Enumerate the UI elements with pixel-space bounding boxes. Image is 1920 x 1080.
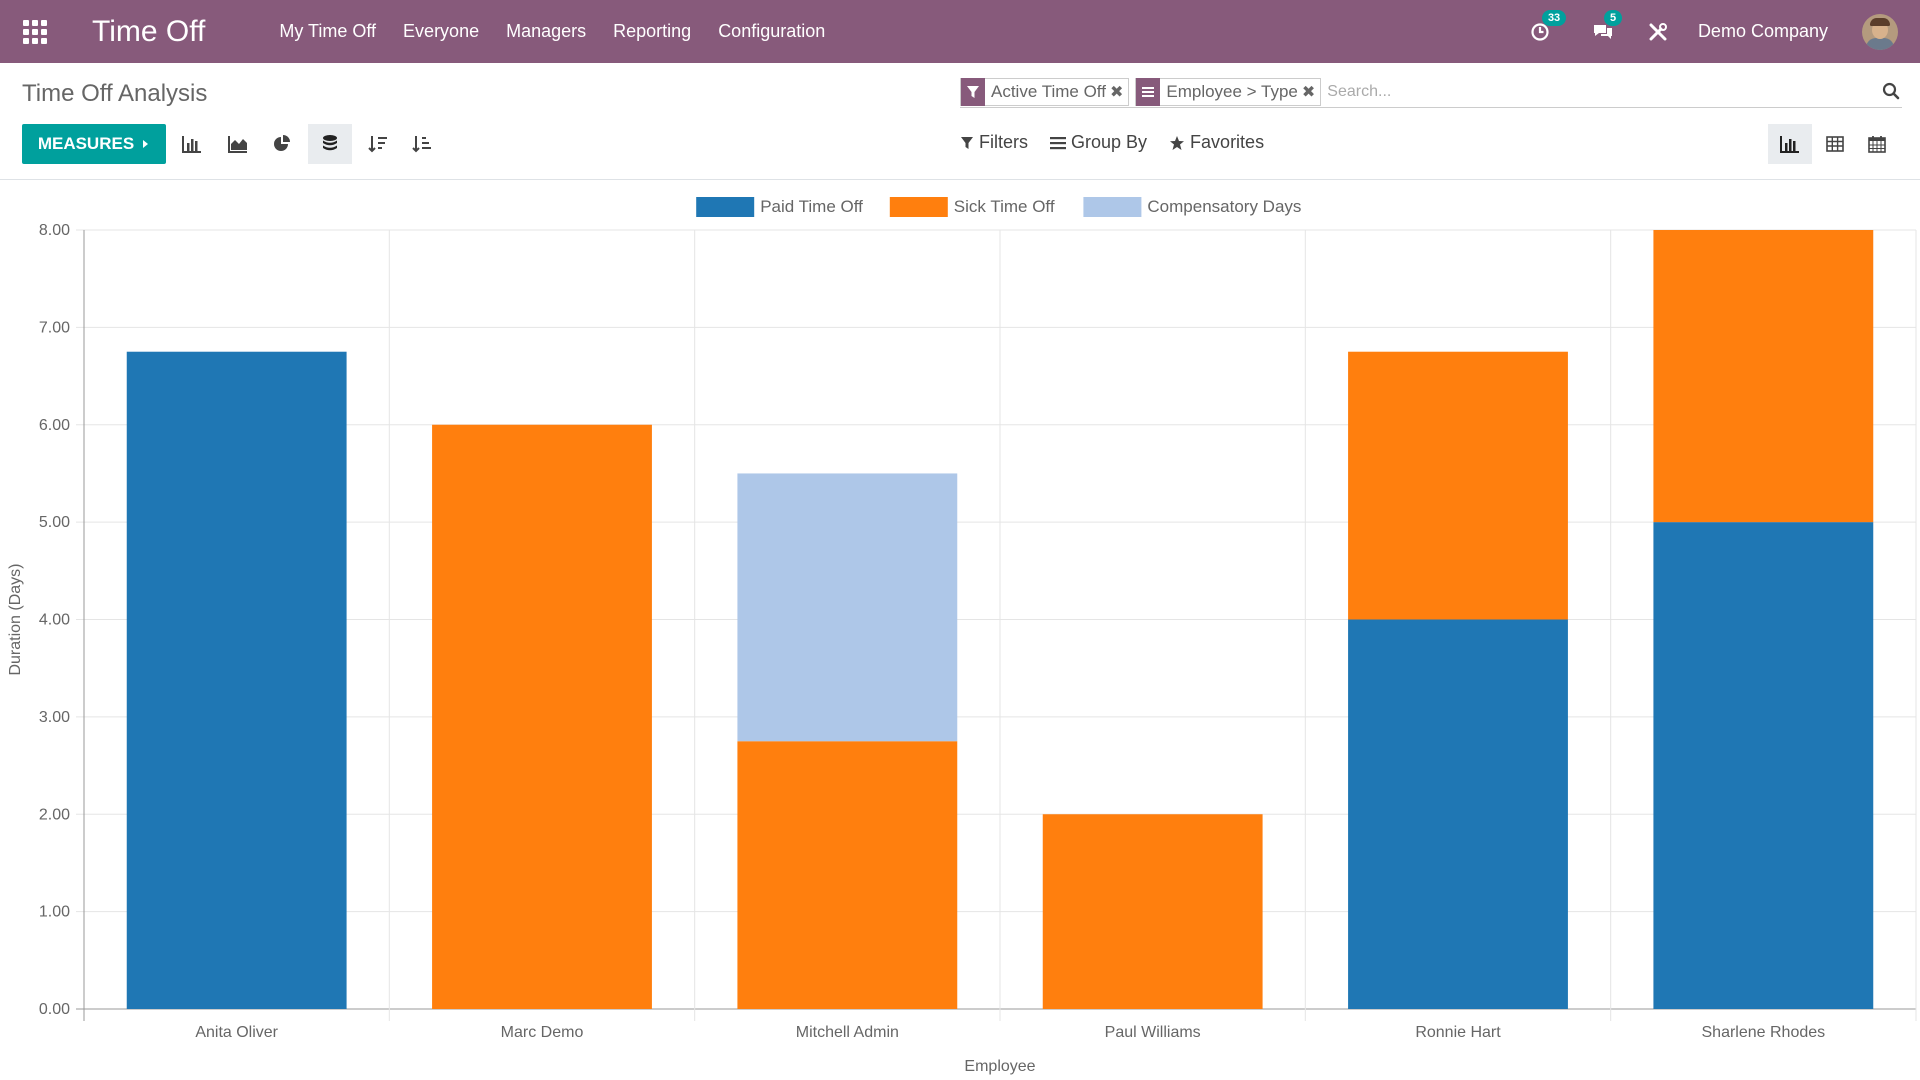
search-bar: Active Time Off ✖ Employee > Type ✖ [960, 76, 1902, 108]
legend-label[interactable]: Paid Time Off [760, 197, 863, 216]
activity-menu[interactable]: 33 [1530, 9, 1567, 42]
page-title: Time Off Analysis [22, 80, 208, 107]
x-axis-title: Employee [964, 1058, 1035, 1075]
pivot-view-button[interactable] [1813, 124, 1857, 164]
bar-segment[interactable] [1348, 351, 1568, 620]
legend-label[interactable]: Compensatory Days [1147, 197, 1301, 216]
stacked-icon [323, 135, 337, 151]
measures-button[interactable]: MEASURES [22, 124, 166, 164]
legend-label[interactable]: Sick Time Off [954, 197, 1055, 216]
systray: 33 5 Demo Company [1530, 0, 1920, 63]
apps-grid-icon [23, 19, 47, 44]
x-tick-label: Ronnie Hart [1415, 1024, 1501, 1041]
y-tick-label: 1.00 [39, 904, 70, 921]
filter-icon [961, 136, 973, 149]
graph-view-icon [1780, 136, 1799, 153]
y-tick-label: 5.00 [39, 514, 70, 531]
sort-descending-icon [368, 136, 387, 153]
caret-right-icon [143, 140, 149, 148]
facet-filter: Active Time Off ✖ [960, 77, 1130, 106]
apps-menu-button[interactable] [0, 0, 70, 63]
stacked-bar-chart: 0.00 1.00 2.00 3.00 4.00 5.00 6.00 7.00 8.00 Anit… [7, 197, 1917, 1075]
line-chart-icon [228, 136, 247, 153]
star-icon [1170, 135, 1185, 150]
y-tick-label: 4.00 [39, 612, 70, 629]
app-name[interactable]: Time Off [92, 14, 206, 48]
messaging-menu[interactable]: 5 [1592, 9, 1623, 42]
sort-descending-button[interactable] [356, 124, 400, 164]
bar-segment[interactable] [1653, 522, 1874, 1009]
facet-filter-remove-icon[interactable]: ✖ [1109, 83, 1124, 101]
x-tick-label: Sharlene Rhodes [1702, 1024, 1826, 1041]
menu-my-time-off[interactable]: My Time Off [279, 21, 377, 41]
filter-icon [961, 77, 985, 106]
main-menu: My Time Off Everyone Managers Reporting … [279, 21, 852, 42]
y-tick-label: 8.00 [39, 222, 70, 239]
favorites-button[interactable]: Favorites [1169, 132, 1264, 153]
favorites-label: Favorites [1190, 132, 1265, 152]
x-tick-label: Mitchell Admin [796, 1024, 899, 1041]
facet-group-by-remove-icon[interactable]: ✖ [1301, 83, 1316, 101]
facet-group-by-label: Employee > Type [1166, 81, 1298, 101]
tools-icon [1649, 22, 1667, 40]
bar-segment[interactable] [432, 424, 652, 1009]
menu-managers[interactable]: Managers [506, 21, 587, 41]
company-switcher[interactable]: Demo Company [1697, 21, 1828, 41]
pie-chart-icon [274, 135, 290, 151]
menu-configuration[interactable]: Configuration [718, 21, 826, 41]
top-navbar: Time Off My Time Off Everyone Managers R… [0, 0, 1920, 63]
bar-chart-icon [182, 136, 201, 153]
group-by-icon [1136, 77, 1161, 106]
line-chart-button[interactable] [216, 124, 260, 164]
y-tick-label: 0.00 [39, 1001, 70, 1018]
measures-label: MEASURES [37, 134, 135, 153]
control-panel-divider [0, 179, 1920, 180]
user-avatar[interactable] [1862, 13, 1898, 50]
bar-segment[interactable] [737, 473, 958, 742]
calendar-view-icon [1868, 136, 1886, 153]
y-tick-label: 2.00 [39, 806, 70, 823]
chat-icon [1593, 24, 1612, 39]
activity-count-badge: 33 [1541, 9, 1567, 26]
search-icon[interactable] [1882, 82, 1900, 105]
legend-swatch[interactable] [1083, 197, 1142, 217]
graph-view-button[interactable] [1768, 124, 1812, 164]
clock-icon [1531, 22, 1549, 41]
group-by-label: Group By [1071, 132, 1148, 152]
bar-segment[interactable] [737, 741, 958, 1009]
bar-segment[interactable] [1653, 230, 1874, 523]
menu-reporting[interactable]: Reporting [613, 21, 692, 41]
pivot-view-icon [1826, 136, 1844, 152]
search-options: Filters Group By Favorites [960, 132, 1286, 153]
calendar-view-button[interactable] [1855, 124, 1899, 164]
legend-swatch[interactable] [889, 197, 948, 217]
bar-chart-button[interactable] [170, 124, 214, 164]
messages-count-badge: 5 [1603, 9, 1623, 26]
x-tick-label: Marc Demo [501, 1024, 584, 1041]
y-tick-label: 7.00 [39, 319, 70, 336]
menu-everyone[interactable]: Everyone [403, 21, 480, 41]
group-by-button[interactable]: Group By [1050, 132, 1147, 153]
bar-segment[interactable] [1348, 619, 1568, 1010]
x-tick-label: Anita Oliver [195, 1024, 278, 1041]
debug-tools-button[interactable] [1648, 22, 1668, 42]
group-by-icon [1050, 136, 1066, 149]
y-tick-label: 6.00 [39, 417, 70, 434]
y-tick-label: 3.00 [39, 709, 70, 726]
sort-ascending-button[interactable] [400, 124, 444, 164]
stacked-toggle-button[interactable] [308, 124, 352, 164]
facet-group-by: Employee > Type ✖ [1135, 77, 1322, 106]
pie-chart-button[interactable] [260, 124, 304, 164]
sort-ascending-icon [412, 136, 431, 153]
filters-button[interactable]: Filters [960, 132, 1028, 153]
search-input[interactable] [1327, 77, 1902, 106]
facet-filter-label: Active Time Off [991, 81, 1106, 101]
y-axis-title: Duration (Days) [7, 563, 24, 675]
filters-label: Filters [979, 132, 1028, 152]
bar-segment[interactable] [1042, 814, 1263, 1009]
bar-segment[interactable] [126, 351, 347, 1009]
x-tick-label: Paul Williams [1105, 1024, 1201, 1041]
legend-swatch[interactable] [696, 197, 755, 217]
